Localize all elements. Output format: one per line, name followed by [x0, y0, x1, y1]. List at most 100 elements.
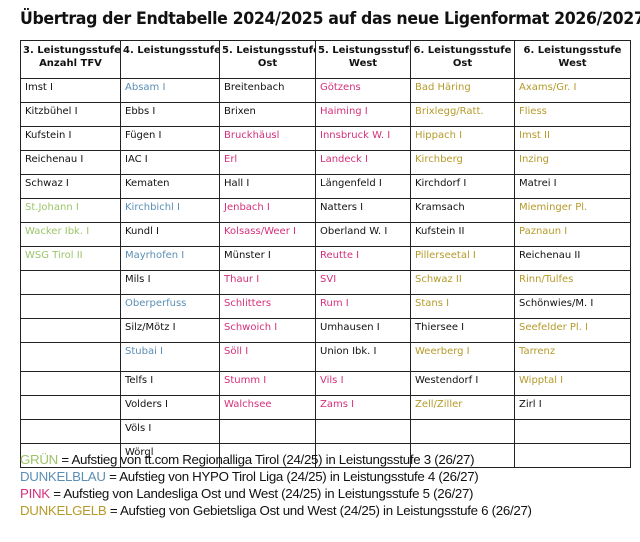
team-cell: [514, 443, 631, 468]
column-header-title: 4. Leistungsstufe: [123, 45, 220, 56]
column-header-subtitle: Anzahl TFV: [39, 58, 102, 69]
team-cell: Kolsass/Weer I: [219, 222, 316, 247]
team-cell: Axams/Gr. I: [514, 78, 631, 103]
team-cell: Seefelder Pl. I: [514, 318, 631, 343]
team-cell: Zams I: [315, 395, 411, 420]
team-cell: Landeck I: [315, 150, 411, 175]
table-row: Mils I Thaur I SVI Schwaz II Rinn/Tulfes: [20, 270, 631, 295]
team-cell: Weerberg I: [410, 342, 515, 372]
team-cell: Wacker Ibk. I: [20, 222, 121, 247]
team-cell: Stubai I: [120, 342, 220, 372]
league-table: 3. Leistungsstufe Anzahl TFV 4. Leistungss…: [20, 40, 631, 468]
legend-item: GRÜN = Aufstieg von tt.com Regionalliga …: [20, 451, 532, 468]
team-cell: Tarrenz: [514, 342, 631, 372]
team-cell: Mayrhofen I: [120, 246, 220, 271]
team-cell: Stumm I: [219, 371, 316, 396]
team-cell: Schlitters: [219, 294, 316, 319]
team-cell: Kitzbühel I: [20, 102, 121, 127]
team-cell: Reutte I: [315, 246, 411, 271]
legend-description: = Aufstieg von Gebietsliga Ost und West …: [106, 503, 532, 518]
team-cell: Völs I: [120, 419, 220, 444]
team-cell: [20, 270, 121, 295]
team-cell: [20, 443, 121, 468]
team-cell: Fügen I: [120, 126, 220, 151]
team-cell: Söll I: [219, 342, 316, 372]
column-header-title: 5. Leistungsstufe: [222, 45, 316, 56]
team-cell: Oberperfuss: [120, 294, 220, 319]
table-row: Völs I: [20, 419, 631, 444]
team-cell: Reichenau II: [514, 246, 631, 271]
team-cell: Kufstein II: [410, 222, 515, 247]
team-cell: Thaur I: [219, 270, 316, 295]
team-cell: Rum I: [315, 294, 411, 319]
table-row: Wörgl: [20, 443, 631, 468]
column-header: 5. Leistungsstufe West: [315, 40, 411, 79]
team-cell: Natters I: [315, 198, 411, 223]
team-cell: Oberland W. I: [315, 222, 411, 247]
table-row: St.Johann I Kirchbichl I Jenbach I Natters …: [20, 198, 631, 223]
column-header-title: 6. Leistungsstufe: [413, 45, 512, 56]
table-row: Volders I Walchsee Zams I Zell/Ziller Zirl I: [20, 395, 631, 420]
color-legend: GRÜN = Aufstieg von tt.com Regionalliga …: [20, 451, 532, 519]
team-cell: Kramsach: [410, 198, 515, 223]
team-cell: Ebbs I: [120, 102, 220, 127]
team-cell: Volders I: [120, 395, 220, 420]
team-cell: [219, 419, 316, 444]
table-body: Imst I Absam I Breitenbach Götzens Bad Härin…: [20, 78, 631, 468]
team-cell: Kematen: [120, 174, 220, 199]
team-cell: Längenfeld I: [315, 174, 411, 199]
table-row: Schwaz I Kematen Hall I Längenfeld I Kirchdo…: [20, 174, 631, 199]
table-row: Kitzbühel I Ebbs I Brixen Haiming I Brixlegg…: [20, 102, 631, 127]
team-cell: Rinn/Tulfes: [514, 270, 631, 295]
table-row: Telfs I Stumm I Vils I Westendorf I Wipptal …: [20, 371, 631, 396]
team-cell: Reichenau I: [20, 150, 121, 175]
legend-color-key: DUNKELBLAU: [20, 469, 106, 484]
team-cell: Imst I: [20, 78, 121, 103]
team-cell: Westendorf I: [410, 371, 515, 396]
column-header-subtitle: West: [348, 58, 378, 69]
team-cell: [20, 294, 121, 319]
team-cell: Union Ibk. I: [315, 342, 411, 372]
team-cell: [514, 419, 631, 444]
team-cell: Umhausen I: [315, 318, 411, 343]
team-cell: [20, 419, 121, 444]
team-cell: Kirchdorf I: [410, 174, 515, 199]
team-cell: Jenbach I: [219, 198, 316, 223]
team-cell: Paznaun I: [514, 222, 631, 247]
table-row: WSG Tirol II Mayrhofen I Münster I Reutte I…: [20, 246, 631, 271]
team-cell: Zell/Ziller: [410, 395, 515, 420]
team-cell: Münster I: [219, 246, 316, 271]
team-cell: [20, 318, 121, 343]
team-cell: St.Johann I: [20, 198, 121, 223]
team-cell: Matrei I: [514, 174, 631, 199]
team-cell: Imst II: [514, 126, 631, 151]
team-cell: Götzens: [315, 78, 411, 103]
team-cell: Telfs I: [120, 371, 220, 396]
team-cell: SVI: [315, 270, 411, 295]
column-header-subtitle: West: [558, 58, 587, 69]
legend-item: DUNKELGELB = Aufstieg von Gebietsliga Os…: [20, 502, 532, 519]
column-header-subtitle: Ost: [452, 58, 473, 69]
table-row: Stubai I Söll I Union Ibk. I Weerberg I Tarr…: [20, 342, 631, 372]
team-cell: Schwaz I: [20, 174, 121, 199]
team-cell: Bad Häring: [410, 78, 515, 103]
team-cell: Kirchbichl I: [120, 198, 220, 223]
team-cell: Inzing: [514, 150, 631, 175]
team-cell: Thiersee I: [410, 318, 515, 343]
team-cell: [315, 419, 411, 444]
table-row: Wacker Ibk. I Kundl I Kolsass/Weer I Oberla…: [20, 222, 631, 247]
team-cell: Bruckhäusl: [219, 126, 316, 151]
team-cell: Fliess: [514, 102, 631, 127]
team-cell: [20, 342, 121, 372]
team-cell: Stans I: [410, 294, 515, 319]
legend-color-key: DUNKELGELB: [20, 503, 107, 518]
table-row: Silz/Mötz I Schwoich I Umhausen I Thiersee …: [20, 318, 631, 343]
legend-description: = Aufstieg von tt.com Regionalliga Tirol…: [57, 452, 475, 467]
team-cell: Schönwies/M. I: [514, 294, 631, 319]
team-cell: Pillerseetal I: [410, 246, 515, 271]
team-cell: Schwaz II: [410, 270, 515, 295]
page-title: Übertrag der Endtabelle 2024/2025 auf da…: [20, 9, 640, 29]
legend-item: DUNKELBLAU = Aufstieg von HYPO Tirol Lig…: [20, 468, 532, 485]
column-header-title: 3. Leistungsstufe: [23, 45, 121, 56]
table-row: Imst I Absam I Breitenbach Götzens Bad Härin…: [20, 78, 631, 103]
